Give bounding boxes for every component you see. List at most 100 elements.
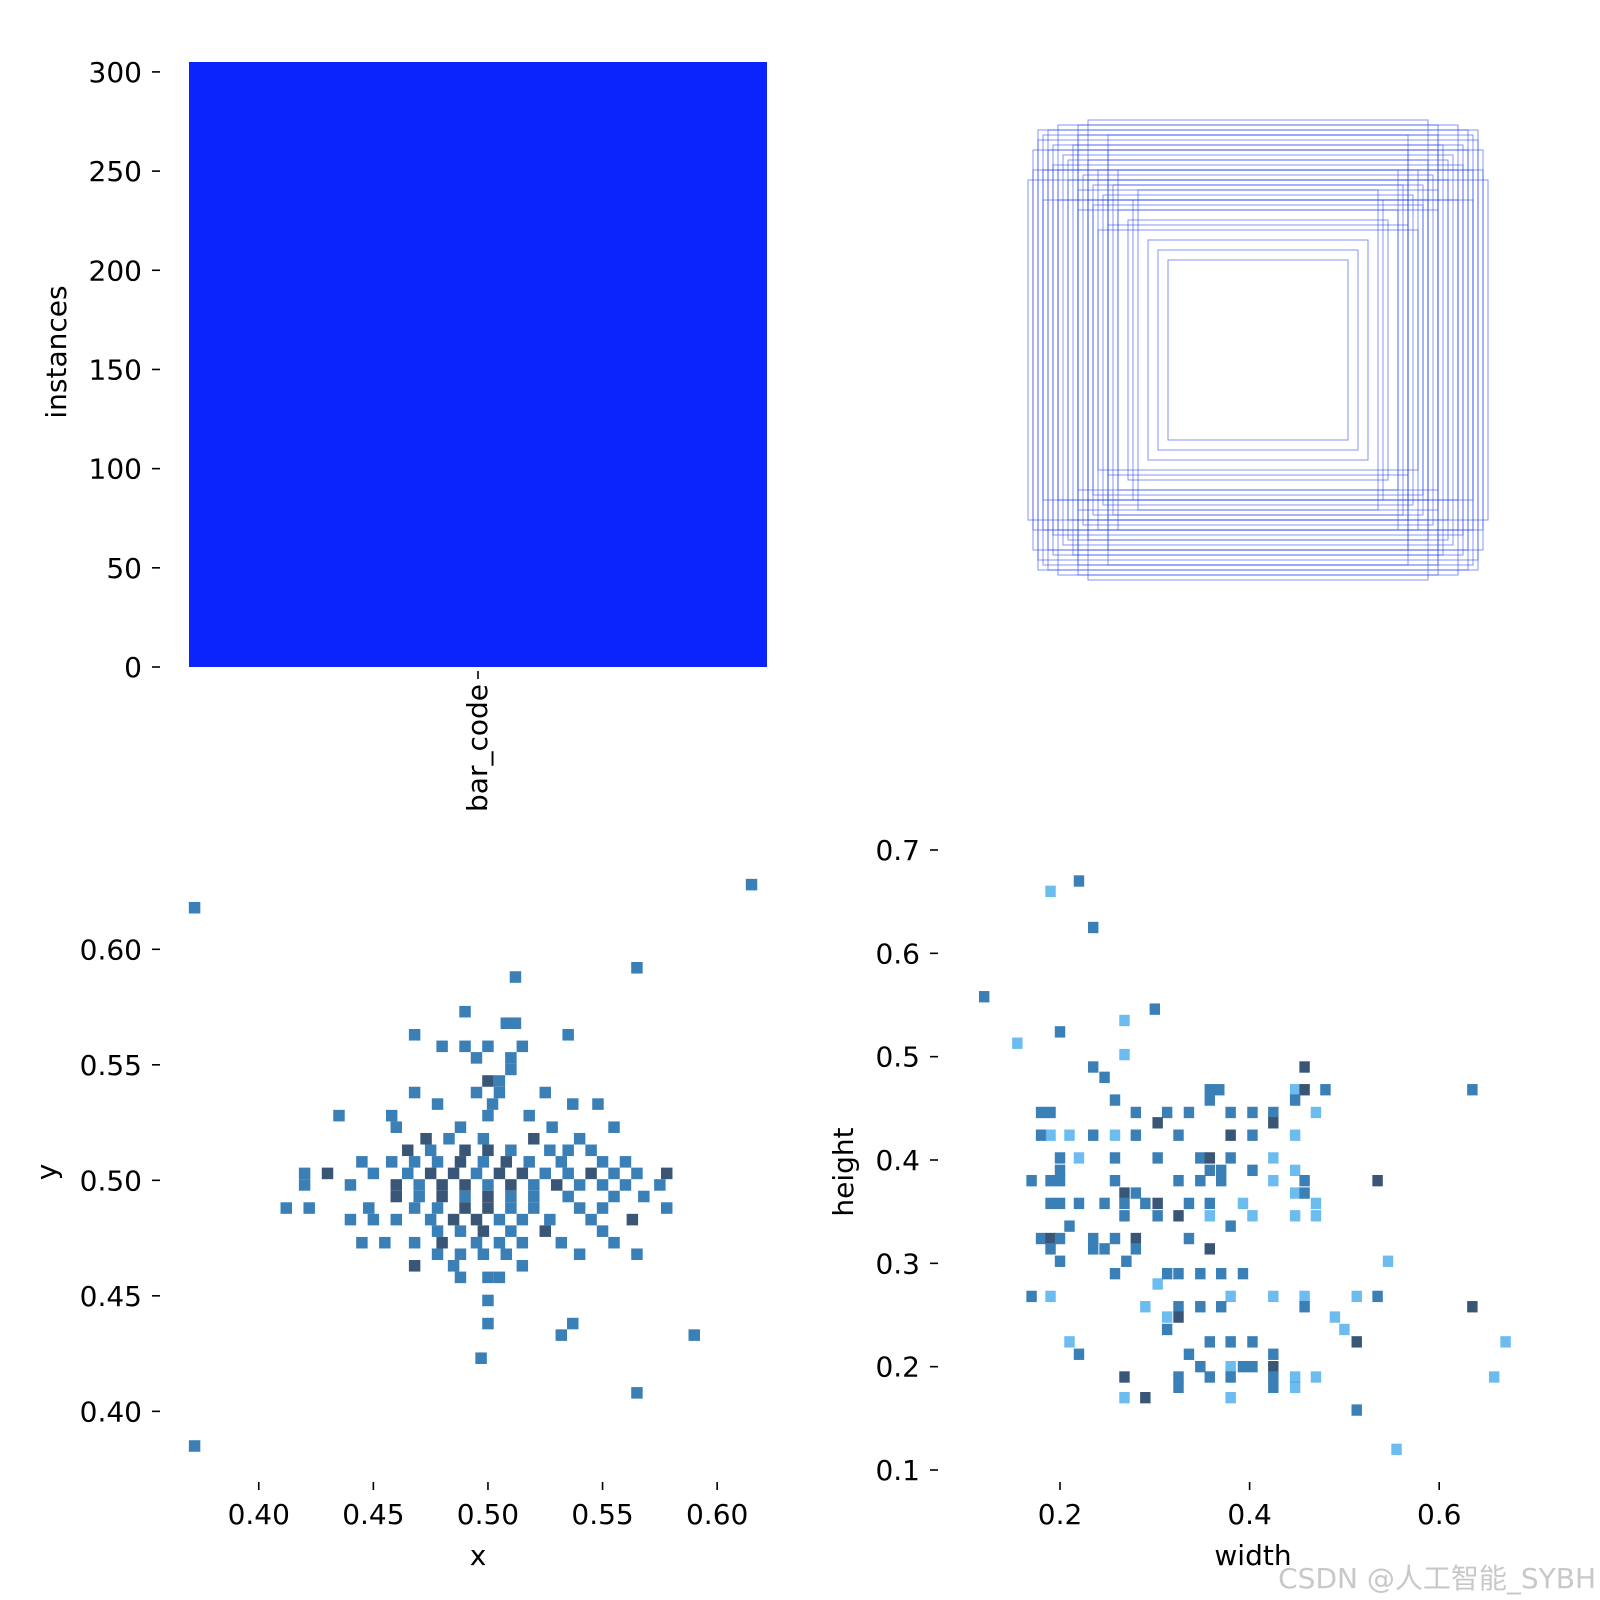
- xy-chart-cell: [477, 1156, 490, 1168]
- wh-chart-cell: [1204, 1164, 1216, 1177]
- bounding-box: [1087, 199, 1429, 501]
- wh-chart-cell: [1054, 1174, 1066, 1187]
- wh-chart-cell: [1204, 1210, 1216, 1222]
- wh-chart-cell: [1268, 1381, 1279, 1394]
- xy-chart-cell: [509, 971, 522, 983]
- wh-chart-cell: [1045, 1106, 1056, 1119]
- bounding-box: [1027, 179, 1489, 521]
- xy-chart-cell: [505, 1190, 517, 1203]
- xy-chart-ytick-label: 0.55: [80, 1049, 142, 1082]
- bar-bar_code: [189, 62, 767, 667]
- wh-chart-cell: [1310, 1371, 1322, 1383]
- wh-chart-cell: [1237, 1267, 1249, 1280]
- wh-chart-cell: [1467, 1301, 1478, 1313]
- bounding-box: [1077, 209, 1439, 491]
- wh-chart-cell: [1204, 1336, 1216, 1348]
- xy-chart-cell: [505, 1144, 517, 1157]
- bounding-box: [1072, 144, 1444, 556]
- wh-chart-cell: [1173, 1210, 1184, 1222]
- xy-chart-cell: [482, 1271, 494, 1284]
- bounding-box: [1157, 249, 1359, 451]
- bar-chart-ytick-label: 250: [89, 155, 142, 188]
- bounding-box: [1107, 134, 1409, 566]
- wh-chart-cell: [1119, 1371, 1130, 1383]
- xy-chart-cell: [562, 1167, 574, 1180]
- xy-chart-ytick-label: 0.50: [80, 1164, 142, 1197]
- xy-chart-cell: [385, 1109, 398, 1122]
- wh-chart-cell: [1119, 1210, 1130, 1222]
- wh-chart-cell: [1045, 1197, 1056, 1210]
- wh-chart-cell: [1054, 1152, 1066, 1164]
- xy-chart-cell: [431, 1248, 444, 1261]
- bounding-box: [1037, 139, 1479, 561]
- xy-chart-cell: [516, 1167, 529, 1180]
- xy-chart-cell: [500, 1156, 513, 1168]
- wh-chart-cell: [1161, 1323, 1173, 1336]
- wh-chart-cell: [1140, 1301, 1151, 1313]
- wh-chart-cell: [1215, 1164, 1227, 1177]
- wh-chart-cell: [1161, 1267, 1173, 1280]
- wh-chart-cell: [1225, 1106, 1236, 1119]
- xy-chart-cell: [585, 1167, 597, 1180]
- xy-chart-cell: [745, 878, 758, 891]
- xy-chart-cell: [631, 1387, 643, 1399]
- xy-chart-cell: [482, 1202, 494, 1214]
- xy-chart-cell: [454, 1271, 467, 1284]
- xy-chart-cell: [608, 1121, 620, 1133]
- xy-chart-xtick-label: 0.55: [571, 1498, 633, 1531]
- wh-chart-cell: [1064, 1220, 1075, 1232]
- xy-chart-cell: [459, 1005, 471, 1018]
- xy-chart-cell: [550, 1179, 563, 1191]
- wh-chart-cell: [1099, 1197, 1110, 1210]
- wh-chart-cell: [1099, 1243, 1110, 1255]
- xy-chart-xtick-label: 0.60: [686, 1498, 748, 1531]
- xy-chart-cell: [436, 1236, 448, 1249]
- bounding-box: [1092, 184, 1424, 516]
- xy-chart-cell: [413, 1179, 425, 1191]
- wh-chart-cell: [1045, 1290, 1056, 1303]
- xy-chart-cell: [555, 1329, 568, 1341]
- xy-chart-cell: [528, 1132, 540, 1145]
- xy-chart-cell: [188, 901, 201, 914]
- wh-chart-cell: [1225, 1152, 1236, 1164]
- wh-chart-cell: [1195, 1152, 1206, 1164]
- wh-chart-cell: [1035, 1232, 1047, 1245]
- xy-chart-ytick-label: 0.40: [80, 1395, 142, 1428]
- xy-chart-cell: [436, 1179, 448, 1191]
- xy-chart-cell: [447, 1213, 460, 1226]
- wh-chart-cell: [1310, 1197, 1322, 1210]
- xy-chart-cell: [356, 1236, 368, 1249]
- wh-chart-cell: [1099, 1071, 1110, 1084]
- bounding-box: [1087, 179, 1429, 521]
- xy-chart-cell: [436, 1040, 448, 1053]
- xy-chart-cell: [516, 1260, 529, 1272]
- xy-chart-cell: [470, 1236, 483, 1249]
- xy-chart-cell: [573, 1132, 586, 1145]
- wh-chart-cell: [1500, 1336, 1511, 1348]
- xy-chart-cell: [528, 1179, 540, 1191]
- wh-chart-cell: [1225, 1336, 1236, 1348]
- xy-chart-cell: [596, 1156, 609, 1168]
- wh-chart-cell: [1012, 1037, 1023, 1049]
- wh-chart-ytick-label: 0.3: [875, 1247, 920, 1280]
- xy-chart-cell: [390, 1190, 403, 1203]
- xy-chart-cell: [482, 1179, 494, 1191]
- xy-chart-cell: [493, 1213, 506, 1226]
- xy-chart-cell: [408, 1260, 421, 1272]
- xy-chart-cell: [188, 1440, 201, 1452]
- wh-chart-cell: [1247, 1360, 1258, 1373]
- xy-chart-cell: [661, 1167, 673, 1180]
- xy-chart-cell: [619, 1179, 632, 1191]
- xy-chart-cell: [505, 1063, 517, 1076]
- xy-chart-cell: [585, 1213, 597, 1226]
- bounding-box: [1107, 179, 1409, 521]
- wh-chart-cell: [1130, 1232, 1142, 1245]
- xy-chart-cell: [500, 1017, 513, 1030]
- wh-chart-cell: [1268, 1174, 1279, 1187]
- xy-chart-cell: [493, 1086, 506, 1099]
- wh-chart-cell: [1130, 1106, 1142, 1119]
- wh-chart-cell: [1064, 1129, 1075, 1141]
- wh-chart-cell: [1152, 1278, 1163, 1290]
- bar-chart-ytick-label: 300: [89, 56, 142, 89]
